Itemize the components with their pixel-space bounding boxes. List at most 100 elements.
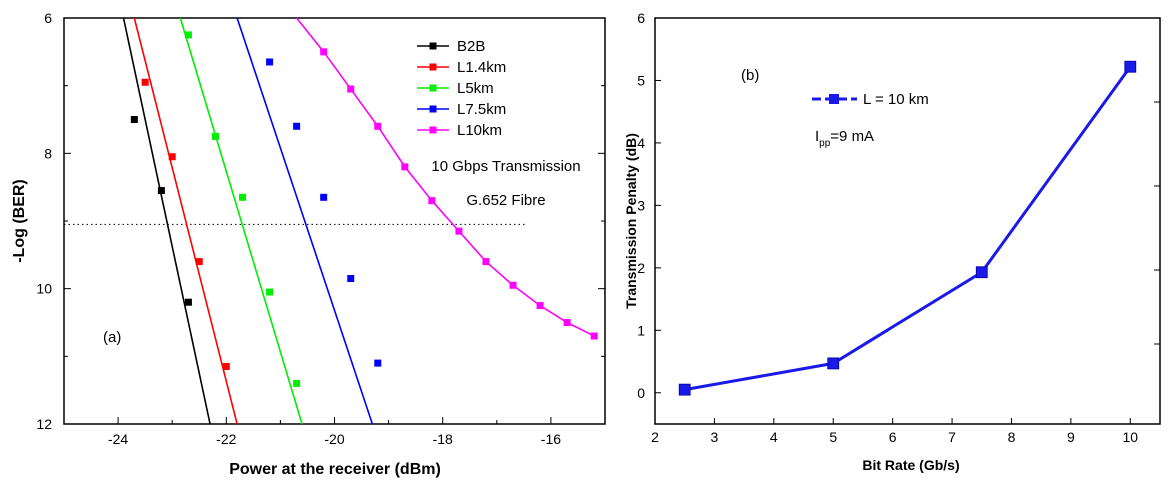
data-point: [590, 332, 598, 340]
data-point: [184, 298, 192, 306]
panel-b-frame: [654, 17, 1161, 425]
series-l10km: [296, 17, 598, 340]
series-line: [179, 17, 303, 425]
data-point: [168, 153, 176, 161]
panel-b-x-axis-title: Bit Rate (Gb/s): [862, 457, 959, 473]
x-tick-label: -16: [541, 431, 561, 447]
x-tick-label: 2: [651, 429, 659, 445]
y-tick-label: 4: [637, 135, 645, 151]
legend-label: L1.4km: [457, 59, 506, 76]
series-line: [236, 17, 374, 425]
series-l7-5km: [236, 17, 382, 425]
x-tick-label: 4: [770, 429, 778, 445]
x-tick-label: -20: [324, 431, 344, 447]
panel-a-label: (a): [103, 329, 121, 346]
data-point: [827, 357, 840, 370]
series-l-10-km: [678, 60, 1137, 396]
data-point: [320, 193, 328, 201]
data-point: [157, 187, 165, 195]
legend-swatch-marker: [429, 126, 437, 134]
y-tick-label: 3: [637, 197, 645, 213]
data-point: [141, 78, 149, 86]
legend-swatch-marker: [429, 84, 437, 92]
panel-a-x-ticks: -24 -22 -20 -18 -16: [63, 417, 606, 447]
legend-label: L7.5km: [457, 101, 506, 118]
legend-swatch-marker: [429, 105, 437, 113]
data-point: [293, 122, 301, 130]
annotation-current: Ipp=9 mA: [815, 128, 874, 149]
data-point: [293, 379, 301, 387]
series-l1-4km: [133, 17, 238, 425]
legend-swatch-marker: [429, 63, 437, 71]
data-point: [1124, 60, 1137, 73]
panel-b-legend: L = 10 km: [812, 91, 929, 108]
panel-b-series: [678, 60, 1137, 396]
y-tick-label: 0: [637, 385, 645, 401]
data-point: [428, 197, 436, 205]
data-point: [455, 227, 463, 235]
panel-b-y-axis-title: Transmission Penalty (dB): [623, 133, 639, 309]
x-tick-label: 10: [1123, 429, 1139, 445]
panel-b: 2 3 4 5 6 7 8 9 10 0 1 2 3 4 5 6 L = 10 km (b) Ipp=9 m…: [623, 10, 1161, 473]
data-point: [401, 163, 409, 171]
x-tick-label: -22: [216, 431, 236, 447]
data-point: [975, 266, 988, 279]
legend-label: B2B: [457, 38, 485, 55]
data-point: [211, 132, 219, 140]
panel-b-x-ticks: 2 3 4 5 6 7 8 9 10: [651, 418, 1138, 445]
legend-label: L5km: [457, 80, 494, 97]
x-tick-label: -24: [108, 431, 128, 447]
data-point: [536, 302, 544, 310]
series-b2b: [122, 17, 211, 425]
x-tick-label: 5: [829, 429, 837, 445]
data-point: [563, 319, 571, 326]
y-tick-label: 10: [36, 281, 52, 297]
y-tick-label: 1: [637, 322, 645, 338]
panel-a: -24 -22 -20 -18 -16 6 8 10 12 B2B L1.4km L5km L7.5…: [11, 10, 606, 478]
legend-swatch-marker: [429, 42, 437, 50]
panel-b-y-ticks: 0 1 2 3 4 5 6: [637, 10, 1160, 401]
data-point: [374, 359, 382, 367]
x-tick-label: 6: [889, 429, 897, 445]
data-point: [509, 281, 517, 289]
y-tick-label: 5: [637, 72, 645, 88]
panel-a-series: [122, 17, 598, 425]
panel-b-label: (b): [741, 67, 759, 84]
y-tick-label: 8: [44, 145, 52, 161]
x-tick-label: 9: [1067, 429, 1075, 445]
x-tick-label: -18: [433, 431, 453, 447]
series-l5km: [179, 17, 303, 425]
panel-a-legend: B2B L1.4km L5km L7.5km L10km: [417, 38, 506, 139]
data-point: [130, 116, 138, 123]
legend-label: L = 10 km: [863, 91, 929, 108]
data-point: [239, 193, 247, 201]
series-line: [296, 17, 595, 337]
data-point: [347, 85, 355, 93]
data-point: [222, 362, 230, 370]
panel-a-y-ticks: 6 8 10 12: [36, 10, 605, 432]
data-point: [266, 288, 274, 296]
legend-label: L10km: [457, 122, 502, 139]
data-point: [184, 31, 192, 39]
data-point: [347, 275, 355, 283]
y-tick-label: 6: [637, 10, 645, 26]
annotation-fibre: G.652 Fibre: [466, 192, 545, 209]
legend-swatch-marker: [829, 94, 839, 104]
x-tick-label: 7: [948, 429, 956, 445]
data-point: [678, 383, 691, 396]
y-tick-label: 12: [36, 416, 52, 432]
data-point: [266, 58, 274, 66]
series-line: [122, 17, 211, 425]
data-point: [374, 122, 382, 130]
panel-a-x-axis-title: Power at the receiver (dBm): [229, 461, 441, 478]
panel-a-y-axis-title: -Log (BER): [11, 179, 28, 263]
y-tick-label: 2: [637, 260, 645, 276]
series-line: [684, 65, 1132, 392]
annotation-transmission: 10 Gbps Transmission: [431, 158, 580, 175]
data-point: [482, 258, 490, 266]
series-line: [133, 17, 238, 425]
x-tick-label: 3: [711, 429, 719, 445]
y-tick-label: 6: [44, 10, 52, 26]
data-point: [320, 48, 328, 56]
